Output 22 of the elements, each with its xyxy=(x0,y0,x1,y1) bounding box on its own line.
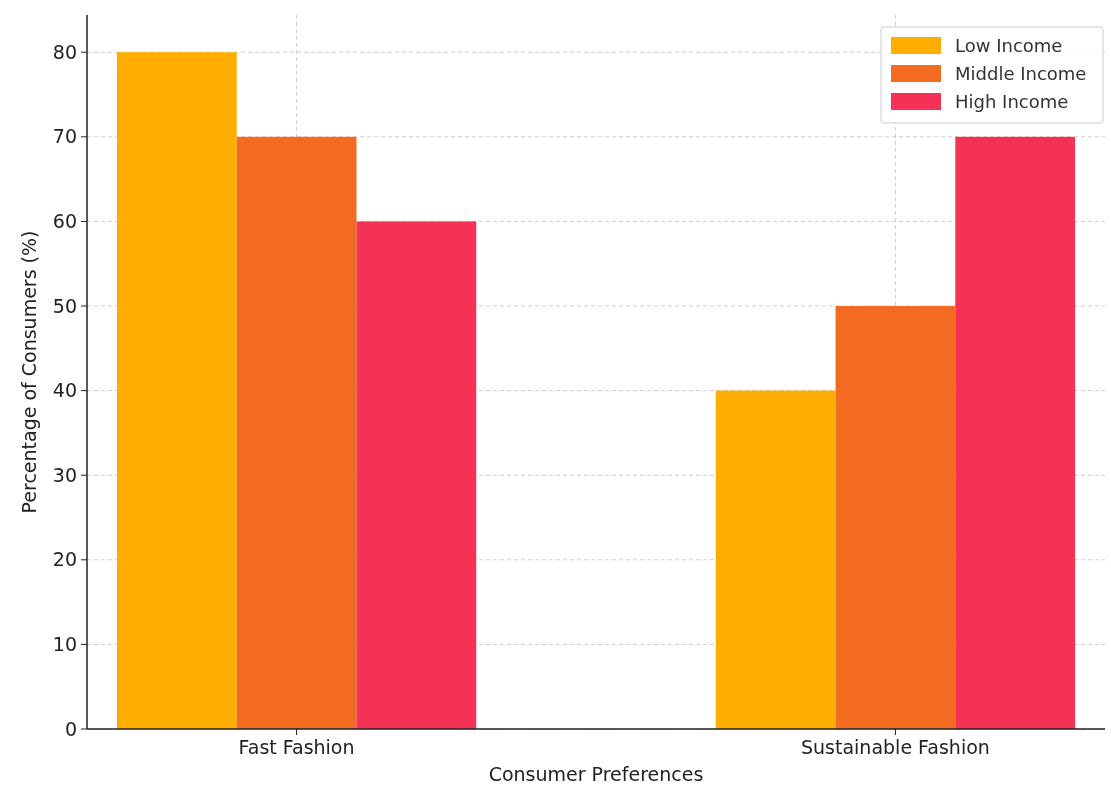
y-tick-label: 30 xyxy=(52,463,77,486)
y-tick-label: 60 xyxy=(52,210,77,233)
bar xyxy=(955,136,1076,729)
y-tick-label: 40 xyxy=(52,379,77,402)
bar xyxy=(236,136,357,729)
bar xyxy=(715,390,836,729)
x-axis-title: Consumer Preferences xyxy=(488,763,704,785)
y-tick-label: 70 xyxy=(52,125,77,148)
bar xyxy=(116,52,237,729)
y-tick-label: 0 xyxy=(64,717,77,740)
y-axis-title: Percentage of Consumers (%) xyxy=(18,230,40,514)
bar xyxy=(835,306,956,729)
y-tick-label: 50 xyxy=(52,294,77,317)
y-tick-label: 20 xyxy=(52,548,77,571)
x-tick-label: Sustainable Fashion xyxy=(800,736,990,758)
legend-label: Low Income xyxy=(955,34,1063,56)
legend-label: High Income xyxy=(955,90,1069,112)
y-tick-label: 10 xyxy=(52,633,77,656)
legend-label: Middle Income xyxy=(955,62,1087,84)
x-tick-label: Fast Fashion xyxy=(238,736,355,758)
y-tick-label: 80 xyxy=(52,40,77,63)
bar xyxy=(356,221,477,729)
